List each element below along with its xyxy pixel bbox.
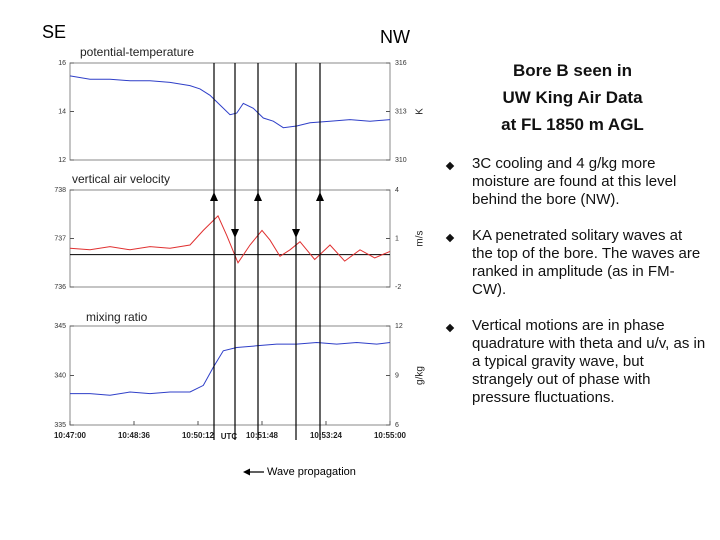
plot-frame <box>69 189 391 288</box>
y-tick-label: 340 <box>54 372 66 379</box>
x-tick-label: 10:55:00 <box>374 431 407 440</box>
wave-markers <box>210 63 324 476</box>
data-line <box>70 341 391 396</box>
y2-tick-label: 6 <box>395 422 399 429</box>
data-line <box>69 75 391 129</box>
footer-label: Wave propagation <box>267 466 356 478</box>
plot-frame <box>69 325 391 426</box>
y2-axis-label: K <box>415 108 426 115</box>
y2-tick-label: 4 <box>395 187 399 194</box>
corner-label: SE <box>42 22 66 42</box>
y2-tick-label: 9 <box>395 372 399 379</box>
x-tick-label: 10:51:48 <box>246 431 279 440</box>
x-axis-label: UTC <box>221 432 238 441</box>
x-tick-label: 10:53:24 <box>310 431 343 440</box>
y2-tick-label: 12 <box>395 323 403 330</box>
title-line: at FL 1850 m AGL <box>501 115 644 134</box>
y-tick-label: 335 <box>54 422 66 429</box>
y-tick-label: 345 <box>54 323 66 330</box>
y2-axis-label: g/kg <box>415 366 426 385</box>
x-tick-label: 10:47:00 <box>54 431 87 440</box>
y2-tick-label: 310 <box>395 157 407 164</box>
x-tick-label: 10:50:12 <box>182 431 215 440</box>
title-line: Bore B seen in <box>512 61 633 80</box>
y2-axis-label: m/s <box>415 230 426 246</box>
plot-frame <box>69 62 391 161</box>
corner-label: NW <box>380 27 410 47</box>
slide-title: Bore B seen in UW King Air Data at FL 18… <box>470 57 675 138</box>
bullet: 3C cooling and 4 g/kg more moisture are … <box>444 155 706 209</box>
bullet: Vertical motions are in phase quadrature… <box>444 317 706 407</box>
y2-tick-label: -2 <box>395 284 401 291</box>
y-tick-label: 12 <box>58 157 66 164</box>
bullet-list: 3C cooling and 4 g/kg more moisture are … <box>444 155 706 425</box>
title-line: UW King Air Data <box>502 88 643 107</box>
y-tick-label: 16 <box>58 60 66 67</box>
data-line <box>69 215 391 264</box>
y-tick-label: 736 <box>54 284 66 291</box>
y-tick-label: 14 <box>58 108 66 115</box>
panel-title: potential-temperature <box>80 45 194 59</box>
wave-arrow <box>210 192 324 238</box>
propagation-arrow-head <box>243 468 250 476</box>
y2-tick-label: 316 <box>395 60 407 67</box>
y-tick-label: 738 <box>54 187 66 194</box>
bullet: KA penetrated solitary waves at the top … <box>444 227 706 299</box>
y2-tick-label: 1 <box>395 235 399 242</box>
y2-tick-label: 313 <box>395 108 407 115</box>
panel-title: mixing ratio <box>86 310 148 324</box>
x-tick-label: 10:48:36 <box>118 431 151 440</box>
panel-title: vertical air velocity <box>72 172 170 186</box>
y-tick-label: 737 <box>54 235 66 242</box>
